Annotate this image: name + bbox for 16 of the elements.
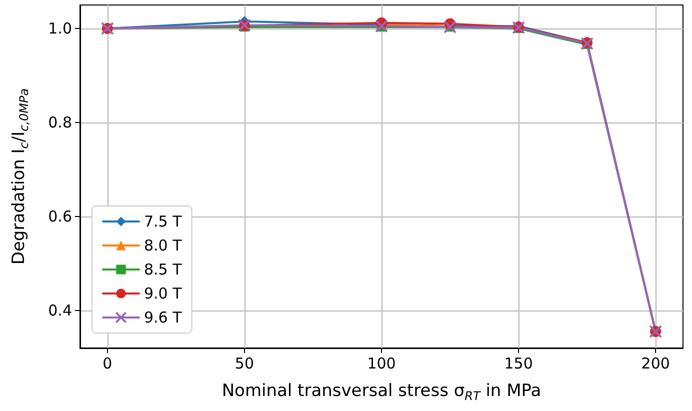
x-tick-label: 200 [641, 354, 670, 372]
legend-label: 9.6 T [144, 308, 183, 326]
y-tick-label: 0.4 [48, 301, 72, 320]
legend-label: 7.5 T [144, 212, 183, 230]
y-tick-label: 1.0 [48, 19, 72, 38]
x-tick-label: 100 [367, 354, 396, 372]
x-tick-label: 150 [504, 354, 533, 372]
y-axis-title: Degradation Ic/Ic,0MPa [9, 88, 31, 265]
legend-label: 8.5 T [144, 260, 183, 278]
x-tick-label: 50 [234, 354, 254, 372]
legend-label: 9.0 T [144, 284, 183, 302]
y-tick-label: 0.8 [48, 113, 72, 132]
point [375, 20, 388, 33]
x-tick-label: 0 [102, 354, 112, 372]
y-tick-label: 0.6 [48, 207, 72, 226]
legend-label: 8.0 T [144, 236, 183, 254]
